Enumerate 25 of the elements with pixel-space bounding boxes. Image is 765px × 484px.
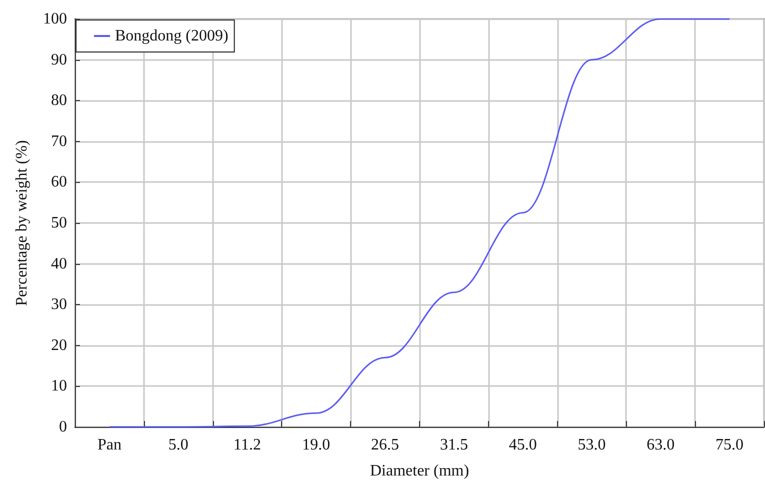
- x-tick-label: 26.5: [371, 436, 400, 454]
- x-tick-label: 63.0: [646, 436, 675, 454]
- y-tick-label: 40: [51, 255, 67, 272]
- x-tick-label: 11.2: [234, 436, 261, 454]
- y-tick-label: 80: [51, 92, 67, 110]
- legend-label: Bongdong (2009): [115, 28, 228, 44]
- x-axis-title: Diameter (mm): [370, 462, 470, 480]
- y-tick-label: 50: [51, 214, 67, 232]
- x-tick-label: Pan: [97, 436, 122, 454]
- y-tick-label: 90: [51, 51, 67, 68]
- y-tick-label: 100: [43, 10, 67, 28]
- x-tick-label: 19.0: [302, 436, 330, 454]
- x-tick-label: 5.0: [168, 436, 188, 454]
- y-tick-label: 10: [51, 378, 67, 395]
- y-tick-label: 0: [59, 418, 67, 436]
- y-axis-title: Percentage by weight (%): [14, 140, 30, 306]
- y-tick-label: 60: [51, 174, 67, 191]
- y-tick-label: 70: [51, 132, 67, 150]
- x-tick-label: 45.0: [508, 436, 537, 454]
- y-tick-label: 30: [51, 296, 67, 314]
- y-tick-label: 20: [51, 336, 67, 354]
- line-series: [108, 18, 730, 428]
- x-tick-label: 31.5: [440, 436, 468, 454]
- x-tick-label: 53.0: [578, 436, 606, 454]
- x-tick-label: 75.0: [716, 436, 744, 454]
